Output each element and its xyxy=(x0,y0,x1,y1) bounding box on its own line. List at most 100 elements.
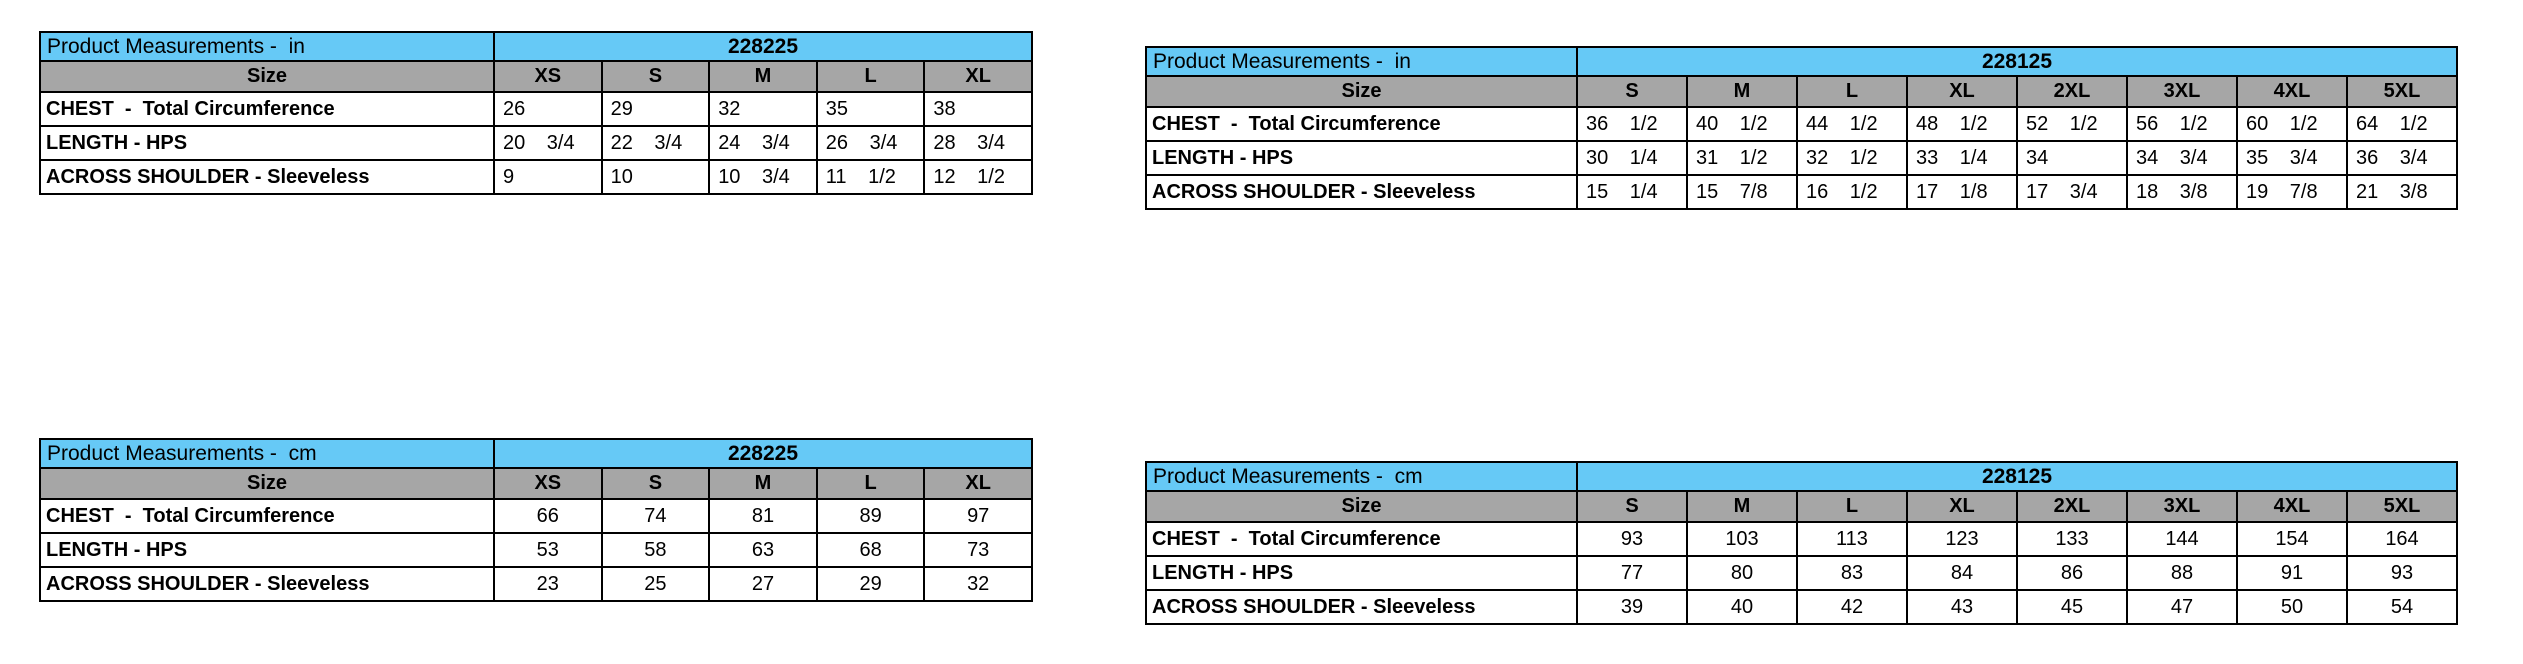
measurement-row: ACROSS SHOULDER - Sleeveless 39 40 42 43 45 47… xyxy=(1145,589,2458,625)
measurement-table-cm-228225: Product Measurements - cm 228225 Size XS S M L… xyxy=(39,438,1033,602)
size-header-row: Size XS S M L XL xyxy=(39,467,1033,500)
measurement-value: 77 xyxy=(1576,555,1688,591)
measurement-value: 38 xyxy=(923,91,1033,127)
measurement-value: 18 3/8 xyxy=(2126,174,2238,210)
measurement-value: 34 3/4 xyxy=(2126,140,2238,176)
measurement-value: 52 1/2 xyxy=(2016,106,2128,142)
size-column-header: XL xyxy=(923,467,1033,500)
measurement-value: 26 xyxy=(493,91,603,127)
measurement-value: 26 3/4 xyxy=(815,125,926,161)
measurement-row: ACROSS SHOULDER - Sleeveless 15 1/4 15 7/8… xyxy=(1145,174,2458,210)
measurement-value: 164 xyxy=(2346,521,2458,557)
measurement-value: 28 3/4 xyxy=(923,125,1033,161)
measurement-value: 34 xyxy=(2016,140,2128,176)
style-code: 228225 xyxy=(493,31,1033,62)
size-column-header: 2XL xyxy=(2016,75,2128,108)
size-column-header: L xyxy=(1796,75,1908,108)
measurement-value: 35 3/4 xyxy=(2236,140,2348,176)
measurement-value: 83 xyxy=(1796,555,1908,591)
measurement-value: 42 xyxy=(1796,589,1908,625)
size-column-header: 5XL xyxy=(2346,490,2458,523)
style-code: 228125 xyxy=(1576,461,2458,492)
row-label: LENGTH - HPS xyxy=(39,532,495,568)
table-title: Product Measurements - cm xyxy=(1145,461,1578,492)
measurement-value: 68 xyxy=(815,532,926,568)
measurement-table-in-228125: Product Measurements - in 228125 Size S M L XL… xyxy=(1145,46,2458,210)
size-column-header: L xyxy=(815,60,926,93)
row-label: LENGTH - HPS xyxy=(1145,140,1578,176)
measurement-row: ACROSS SHOULDER - Sleeveless 23 25 27 29 32 xyxy=(39,566,1033,602)
row-label: ACROSS SHOULDER - Sleeveless xyxy=(1145,174,1578,210)
measurement-value: 15 1/4 xyxy=(1576,174,1688,210)
measurement-value: 80 xyxy=(1686,555,1798,591)
size-label: Size xyxy=(39,60,495,93)
measurement-value: 91 xyxy=(2236,555,2348,591)
size-column-header: XL xyxy=(1906,75,2018,108)
measurement-row: LENGTH - HPS 77 80 83 84 86 88 91 93 xyxy=(1145,555,2458,591)
measurement-value: 103 xyxy=(1686,521,1798,557)
table-title: Product Measurements - in xyxy=(39,31,495,62)
size-column-header: 4XL xyxy=(2236,75,2348,108)
size-column-header: XL xyxy=(923,60,1033,93)
measurement-value: 17 1/8 xyxy=(1906,174,2018,210)
measurement-value: 32 xyxy=(708,91,818,127)
measurement-value: 88 xyxy=(2126,555,2238,591)
row-label: LENGTH - HPS xyxy=(1145,555,1578,591)
measurement-value: 43 xyxy=(1906,589,2018,625)
size-header-row: Size S M L XL 2XL 3XL 4XL 5XL xyxy=(1145,490,2458,523)
size-column-header: 3XL xyxy=(2126,490,2238,523)
style-code: 228125 xyxy=(1576,46,2458,77)
size-column-header: S xyxy=(600,60,711,93)
size-column-header: S xyxy=(1576,75,1688,108)
measurement-value: 40 1/2 xyxy=(1686,106,1798,142)
table-title-row: Product Measurements - cm 228225 xyxy=(39,438,1033,469)
measurement-value: 22 3/4 xyxy=(600,125,711,161)
size-header-row: Size S M L XL 2XL 3XL 4XL 5XL xyxy=(1145,75,2458,108)
measurement-row: CHEST - Total Circumference 93 103 113 123 13… xyxy=(1145,521,2458,557)
row-label: CHEST - Total Circumference xyxy=(39,91,495,127)
measurement-value: 81 xyxy=(708,498,818,534)
measurement-value: 74 xyxy=(600,498,711,534)
measurement-value: 53 xyxy=(493,532,603,568)
row-label: ACROSS SHOULDER - Sleeveless xyxy=(1145,589,1578,625)
measurement-value: 154 xyxy=(2236,521,2348,557)
measurement-row: ACROSS SHOULDER - Sleeveless 9 10 10 3/4 11 … xyxy=(39,159,1033,195)
row-label: ACROSS SHOULDER - Sleeveless xyxy=(39,159,495,195)
measurement-value: 123 xyxy=(1906,521,2018,557)
size-label: Size xyxy=(1145,490,1578,523)
size-column-header: 3XL xyxy=(2126,75,2238,108)
measurement-value: 89 xyxy=(815,498,926,534)
measurement-value: 29 xyxy=(815,566,926,602)
style-code: 228225 xyxy=(493,438,1033,469)
measurement-value: 97 xyxy=(923,498,1033,534)
measurement-value: 25 xyxy=(600,566,711,602)
measurement-value: 36 3/4 xyxy=(2346,140,2458,176)
measurement-row: CHEST - Total Circumference 26 29 32 35 38 xyxy=(39,91,1033,127)
measurement-table-in-228225: Product Measurements - in 228225 Size XS S M L… xyxy=(39,31,1033,195)
measurement-value: 45 xyxy=(2016,589,2128,625)
size-header-row: Size XS S M L XL xyxy=(39,60,1033,93)
measurement-value: 39 xyxy=(1576,589,1688,625)
measurement-row: CHEST - Total Circumference 66 74 81 89 97 xyxy=(39,498,1033,534)
table-title: Product Measurements - cm xyxy=(39,438,495,469)
table-title-row: Product Measurements - in 228225 xyxy=(39,31,1033,62)
size-column-header: L xyxy=(815,467,926,500)
measurement-value: 27 xyxy=(708,566,818,602)
measurement-value: 32 xyxy=(923,566,1033,602)
measurement-value: 54 xyxy=(2346,589,2458,625)
row-label: CHEST - Total Circumference xyxy=(1145,521,1578,557)
measurement-value: 93 xyxy=(1576,521,1688,557)
measurement-row: CHEST - Total Circumference 36 1/2 40 1/2 4… xyxy=(1145,106,2458,142)
size-column-header: XS xyxy=(493,467,603,500)
measurement-value: 73 xyxy=(923,532,1033,568)
size-column-header: S xyxy=(1576,490,1688,523)
table-title-row: Product Measurements - cm 228125 xyxy=(1145,461,2458,492)
measurement-value: 50 xyxy=(2236,589,2348,625)
row-label: LENGTH - HPS xyxy=(39,125,495,161)
measurement-value: 30 1/4 xyxy=(1576,140,1688,176)
size-label: Size xyxy=(39,467,495,500)
size-label: Size xyxy=(1145,75,1578,108)
measurement-value: 60 1/2 xyxy=(2236,106,2348,142)
size-column-header: M xyxy=(1686,75,1798,108)
